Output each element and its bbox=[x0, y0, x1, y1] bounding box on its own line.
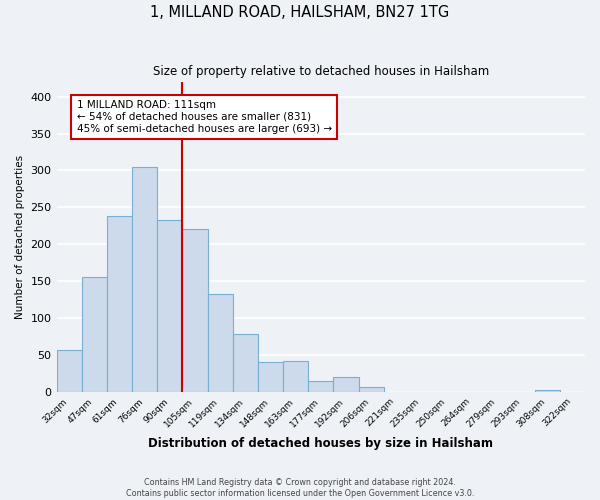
Bar bbox=[258, 362, 283, 392]
Bar bbox=[82, 278, 107, 392]
Title: Size of property relative to detached houses in Hailsham: Size of property relative to detached ho… bbox=[152, 65, 489, 78]
Bar bbox=[334, 377, 359, 392]
Bar bbox=[107, 216, 132, 392]
Bar bbox=[283, 360, 308, 392]
Y-axis label: Number of detached properties: Number of detached properties bbox=[15, 155, 25, 319]
Text: Contains HM Land Registry data © Crown copyright and database right 2024.
Contai: Contains HM Land Registry data © Crown c… bbox=[126, 478, 474, 498]
Bar bbox=[157, 220, 182, 392]
X-axis label: Distribution of detached houses by size in Hailsham: Distribution of detached houses by size … bbox=[148, 437, 493, 450]
Bar bbox=[132, 167, 157, 392]
Text: 1 MILLAND ROAD: 111sqm
← 54% of detached houses are smaller (831)
45% of semi-de: 1 MILLAND ROAD: 111sqm ← 54% of detached… bbox=[77, 100, 332, 134]
Bar bbox=[208, 294, 233, 392]
Bar bbox=[56, 350, 82, 392]
Bar bbox=[359, 386, 383, 392]
Bar bbox=[182, 230, 208, 392]
Text: 1, MILLAND ROAD, HAILSHAM, BN27 1TG: 1, MILLAND ROAD, HAILSHAM, BN27 1TG bbox=[151, 5, 449, 20]
Bar bbox=[233, 334, 258, 392]
Bar bbox=[535, 390, 560, 392]
Bar bbox=[308, 382, 334, 392]
